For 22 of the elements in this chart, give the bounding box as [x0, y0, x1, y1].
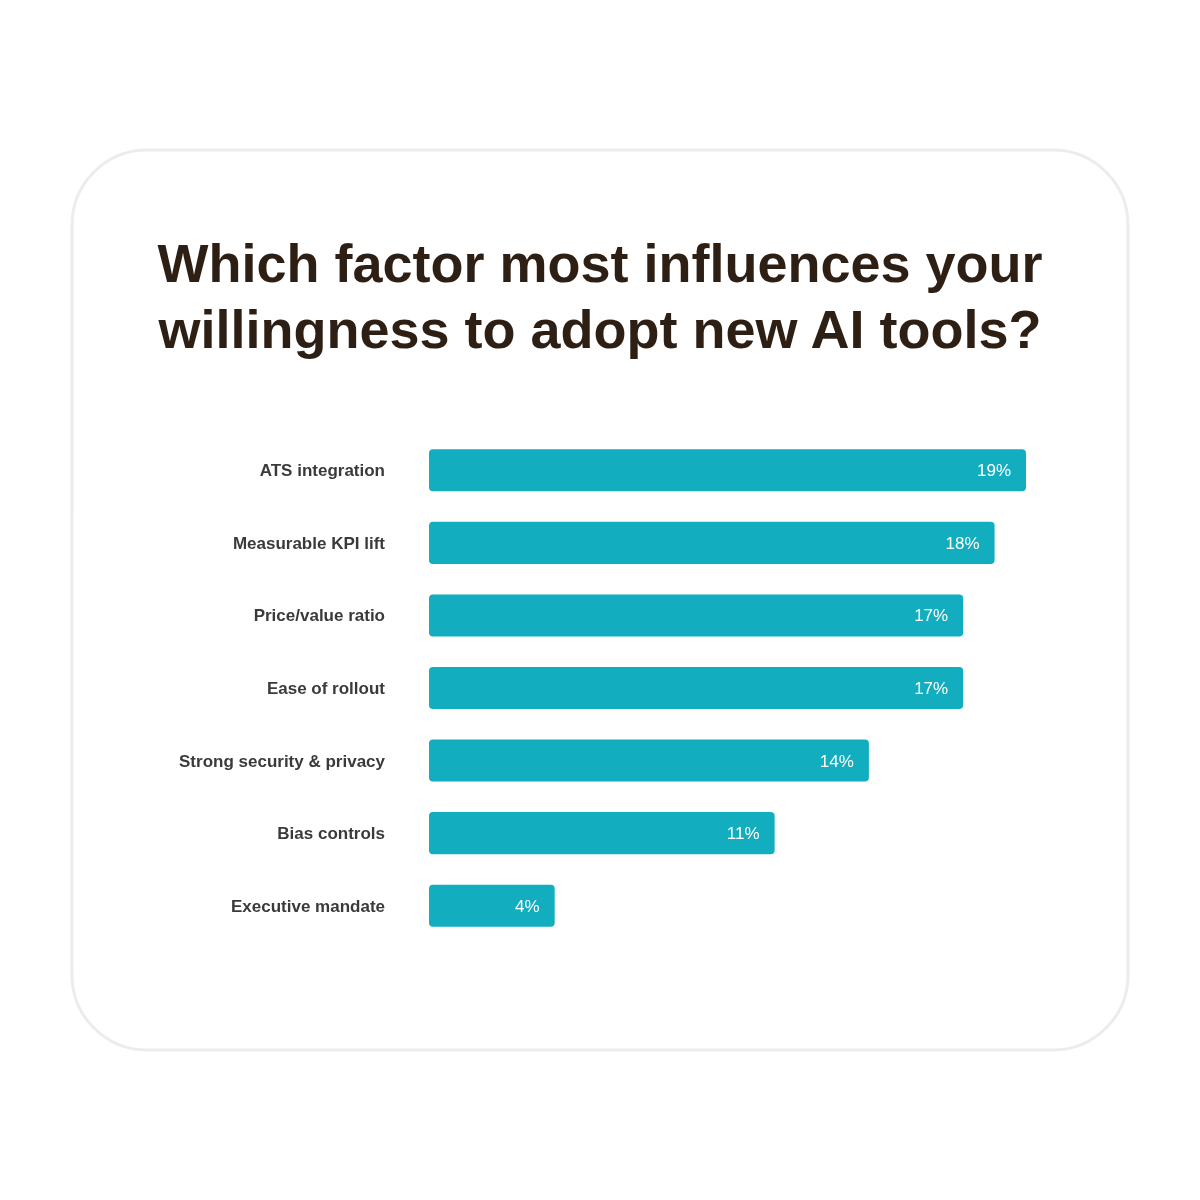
bar	[429, 739, 869, 782]
bar	[429, 521, 995, 564]
data-label: 18%	[945, 533, 980, 553]
data-label: 11%	[726, 824, 760, 844]
bar	[429, 812, 775, 855]
y-tick-label: Price/value ratio	[253, 606, 385, 626]
data-label: 19%	[976, 461, 1011, 481]
y-tick-label: Strong security & privacy	[179, 751, 386, 771]
y-tick-label: Measurable KPI lift	[232, 533, 386, 553]
data-label: 17%	[914, 606, 949, 626]
data-label: 17%	[914, 678, 949, 698]
y-tick-label: ATS integration	[259, 461, 385, 481]
chart-title: Which factor most influences your willingness to adopt new AI tools?	[157, 233, 1043, 359]
data-label: 4%	[515, 896, 540, 916]
y-tick-label: Bias controls	[277, 824, 385, 844]
bar	[429, 594, 964, 637]
bar	[429, 666, 964, 710]
data-label: 14%	[819, 751, 854, 771]
y-tick-label: Ease of rollout	[266, 678, 386, 698]
y-tick-label: Executive mandate	[230, 896, 385, 916]
bar	[429, 884, 555, 927]
bar	[429, 449, 1026, 492]
